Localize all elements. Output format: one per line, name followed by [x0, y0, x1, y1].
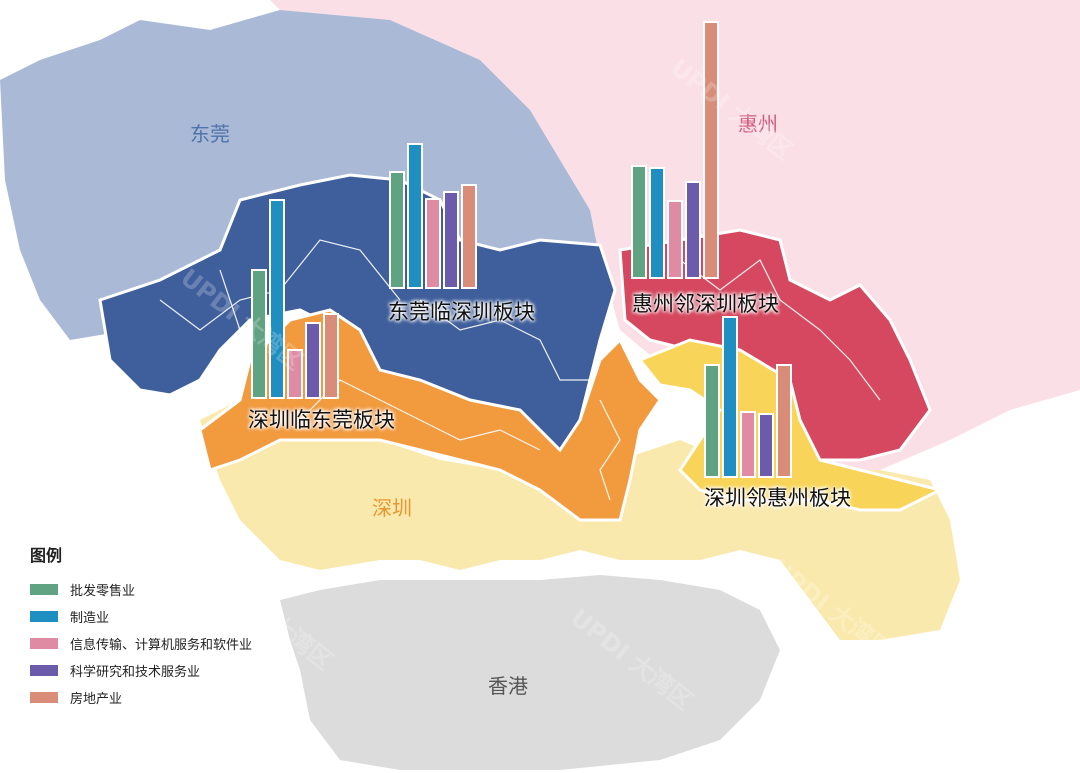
bar-cluster-2-series-3 — [685, 181, 701, 279]
bar-cluster-0-series-4 — [323, 313, 339, 399]
bar-cluster-1-series-1 — [407, 143, 423, 289]
region-label-huizhou: 惠州 — [738, 112, 778, 136]
region-label-shenzhen: 深圳 — [372, 496, 412, 520]
bar-cluster-0-series-3 — [305, 322, 321, 399]
cluster-label-huizhou-near-shenzhen: 惠州邻深圳板块 — [632, 292, 779, 316]
legend-title: 图例 — [30, 546, 63, 565]
legend-item-label: 批发零售业 — [70, 584, 136, 599]
legend-item-label: 信息传输、计算机服务和软件业 — [70, 638, 253, 653]
bar-cluster-3-series-3 — [758, 413, 774, 478]
bar-cluster-3-series-0 — [704, 364, 720, 478]
legend-swatch — [30, 611, 58, 622]
legend-item-real-estate: 房地产业 — [30, 684, 252, 711]
legend: 图例 批发零售业 制造业 信息传输、计算机服务和软件业 科学研究和技术服务业 房… — [30, 542, 252, 711]
bar-cluster-0-series-0 — [251, 269, 267, 399]
legend-item-label: 科学研究和技术服务业 — [70, 665, 201, 680]
legend-swatch — [30, 638, 58, 649]
bar-cluster-0-series-2 — [287, 349, 303, 399]
legend-swatch — [30, 584, 58, 595]
region-label-dongguan: 东莞 — [190, 122, 230, 146]
region-label-hongkong: 香港 — [488, 674, 528, 698]
bar-cluster-1-series-0 — [389, 171, 405, 289]
legend-item-wholesale-retail: 批发零售业 — [30, 576, 252, 603]
bar-cluster-0-series-1 — [269, 199, 285, 399]
bar-cluster-2-series-2 — [667, 200, 683, 279]
bar-cluster-1-series-2 — [425, 198, 441, 289]
legend-item-it-software: 信息传输、计算机服务和软件业 — [30, 630, 252, 657]
bar-cluster-1-series-3 — [443, 191, 459, 289]
cluster-label-shenzhen-near-huizhou: 深圳邻惠州板块 — [704, 486, 851, 510]
bar-cluster-3-series-4 — [776, 364, 792, 478]
cluster-label-dongguan-near-shenzhen: 东莞临深圳板块 — [388, 300, 535, 324]
bar-cluster-2-series-1 — [649, 167, 665, 279]
legend-item-manufacturing: 制造业 — [30, 603, 252, 630]
legend-swatch — [30, 665, 58, 676]
legend-item-label: 制造业 — [70, 611, 110, 626]
bar-cluster-3-series-1 — [722, 316, 738, 478]
bar-cluster-2-series-4 — [703, 21, 719, 279]
region-hongkong — [280, 575, 780, 770]
bar-cluster-3-series-2 — [740, 411, 756, 478]
bar-cluster-1-series-4 — [461, 184, 477, 289]
bar-cluster-2-series-0 — [631, 165, 647, 279]
legend-swatch — [30, 692, 58, 703]
cluster-label-shenzhen-near-dongguan: 深圳临东莞板块 — [248, 408, 395, 432]
legend-item-label: 房地产业 — [70, 692, 123, 707]
bar-clusters — [251, 21, 792, 478]
legend-item-science-tech: 科学研究和技术服务业 — [30, 657, 252, 684]
